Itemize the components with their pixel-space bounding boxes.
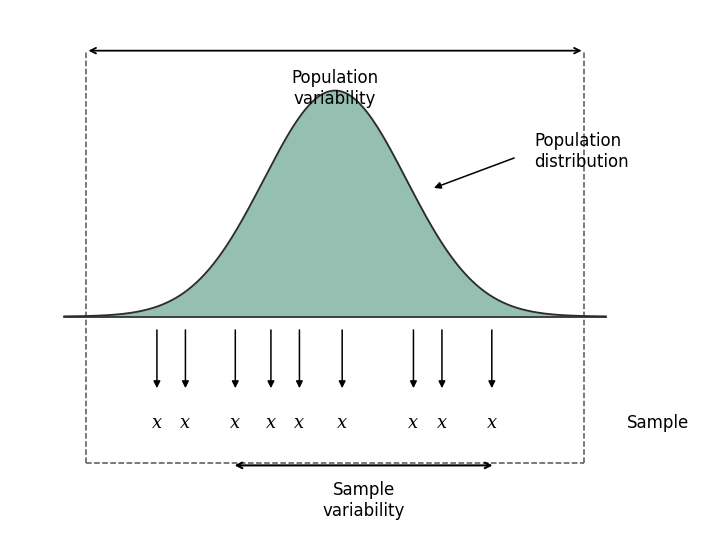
Text: Population
variability: Population variability xyxy=(292,69,379,108)
Text: x: x xyxy=(230,414,240,432)
Text: x: x xyxy=(294,414,305,432)
Text: Sample
variability: Sample variability xyxy=(323,481,405,520)
Text: Population
distribution: Population distribution xyxy=(534,132,629,171)
Text: Sample: Sample xyxy=(627,414,690,432)
Text: x: x xyxy=(180,414,191,432)
Text: x: x xyxy=(152,414,162,432)
Text: x: x xyxy=(266,414,276,432)
Text: x: x xyxy=(408,414,418,432)
Text: x: x xyxy=(487,414,497,432)
Text: x: x xyxy=(337,414,347,432)
Text: x: x xyxy=(437,414,447,432)
